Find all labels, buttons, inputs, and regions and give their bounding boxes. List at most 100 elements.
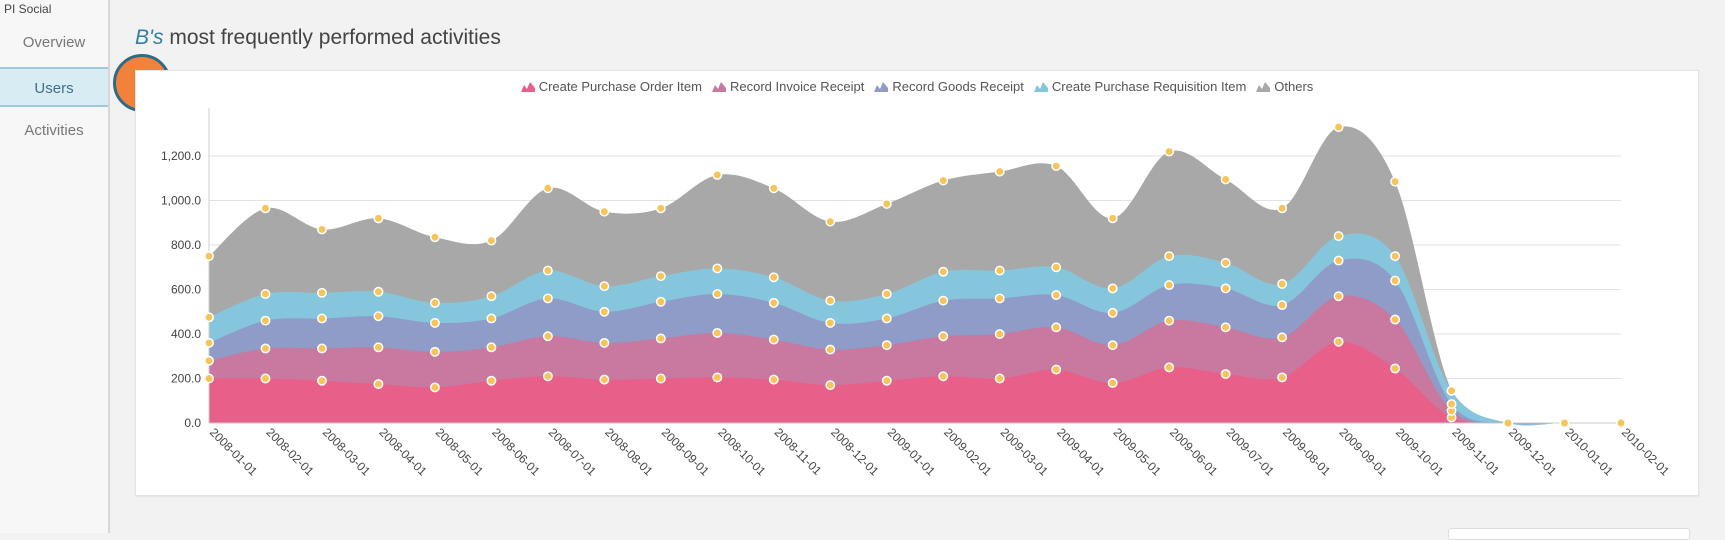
data-point: [994, 166, 1005, 177]
y-tick-label: 1,200.0: [161, 149, 201, 163]
data-point: [768, 183, 779, 194]
data-point: [712, 327, 723, 338]
data-point: [994, 329, 1005, 339]
data-point: [542, 183, 553, 194]
data-point: [712, 289, 723, 299]
data-point: [825, 216, 836, 227]
data-point: [1277, 300, 1288, 311]
y-tick-label: 1,000.0: [161, 194, 201, 208]
data-point: [712, 263, 723, 274]
legend-swatch-icon: [1256, 81, 1271, 92]
data-point: [712, 170, 723, 180]
data-point: [260, 203, 271, 214]
data-point: [1333, 231, 1344, 242]
x-tick-label: 2009-07-01: [1224, 425, 1278, 479]
data-point: [1277, 279, 1288, 289]
data-point: [938, 175, 949, 186]
x-tick-label: 2008-09-01: [659, 425, 713, 479]
x-tick-label: 2008-11-01: [772, 425, 825, 478]
data-point: [1220, 174, 1231, 185]
data-point: [1107, 340, 1118, 351]
data-point: [260, 289, 271, 299]
x-tick-label: 2008-04-01: [376, 425, 430, 479]
legend-label: Record Goods Receipt: [892, 78, 1024, 94]
data-point: [486, 375, 497, 386]
legend-item[interactable]: Create Purchase Requisition Item: [1033, 79, 1246, 94]
data-point: [204, 373, 214, 384]
data-point: [825, 344, 836, 355]
data-point: [1333, 255, 1344, 266]
data-point: [655, 333, 666, 344]
data-point: [881, 340, 892, 351]
data-point: [429, 297, 440, 308]
data-point: [1390, 363, 1401, 374]
data-point: [599, 281, 610, 292]
legend-item[interactable]: Record Goods Receipt: [874, 79, 1024, 94]
legend-item[interactable]: Others: [1256, 79, 1313, 94]
page-title: B's most frequently performed activities: [135, 26, 501, 50]
data-point: [1277, 332, 1288, 343]
data-point: [655, 373, 666, 384]
data-point: [1220, 257, 1231, 268]
data-point: [1446, 399, 1457, 410]
bottom-panel-edge: [1448, 528, 1690, 540]
x-tick-label: 2008-07-01: [546, 425, 600, 479]
data-point: [1220, 283, 1231, 294]
data-point: [1333, 336, 1344, 347]
data-point: [938, 295, 949, 306]
data-point: [373, 342, 384, 353]
data-point: [317, 375, 327, 386]
data-point: [373, 311, 384, 322]
y-tick-label: 800.0: [171, 238, 201, 252]
data-point: [825, 317, 836, 328]
nav-item-users[interactable]: Users: [0, 67, 108, 107]
data-point: [599, 206, 610, 217]
nav-item-overview[interactable]: Overview: [22, 34, 86, 51]
legend-item[interactable]: Record Invoice Receipt: [711, 78, 865, 94]
data-point: [204, 251, 214, 262]
data-point: [204, 355, 214, 366]
data-point: [1390, 314, 1401, 325]
legend-swatch-icon: [711, 81, 726, 92]
data-point: [1051, 322, 1062, 333]
app-title: PI Social: [4, 2, 52, 16]
data-point: [1390, 275, 1401, 286]
x-tick-label: 2008-06-01: [489, 425, 543, 479]
nav-item-activities[interactable]: Activities: [24, 122, 84, 139]
data-point: [1107, 307, 1118, 318]
legend-label: Record Invoice Receipt: [729, 78, 865, 94]
x-tick-label: 2010-01-01: [1562, 425, 1616, 479]
data-point: [768, 334, 779, 345]
user-name: B's: [135, 26, 164, 49]
data-point: [373, 286, 384, 297]
data-point: [486, 291, 497, 302]
x-tick-label: 2009-04-01: [1054, 425, 1108, 479]
data-point: [1220, 322, 1231, 333]
data-point: [1107, 283, 1118, 294]
data-point: [542, 265, 553, 276]
legend-item[interactable]: Create Purchase Order Item: [520, 79, 702, 94]
data-point: [260, 343, 271, 354]
data-point: [317, 224, 327, 235]
data-point: [1051, 364, 1062, 375]
legend-label: Others: [1274, 78, 1314, 94]
data-point: [1390, 176, 1401, 187]
data-point: [938, 266, 949, 277]
data-point: [204, 312, 214, 323]
data-point: [938, 371, 949, 382]
data-point: [1559, 418, 1570, 428]
x-tick-label: 2008-10-01: [715, 425, 769, 479]
data-point: [373, 213, 384, 224]
data-point: [317, 287, 327, 298]
data-point: [1277, 203, 1288, 214]
data-point: [768, 374, 779, 385]
data-point: [317, 313, 327, 324]
data-point: [825, 380, 836, 391]
data-point: [542, 371, 553, 382]
data-point: [1164, 146, 1175, 157]
data-point: [994, 373, 1005, 384]
legend-swatch-icon: [520, 81, 535, 92]
y-tick-label: 200.0: [171, 372, 201, 386]
data-point: [1051, 262, 1062, 273]
sidebar: PI Social Overview Users Activities: [0, 0, 110, 533]
